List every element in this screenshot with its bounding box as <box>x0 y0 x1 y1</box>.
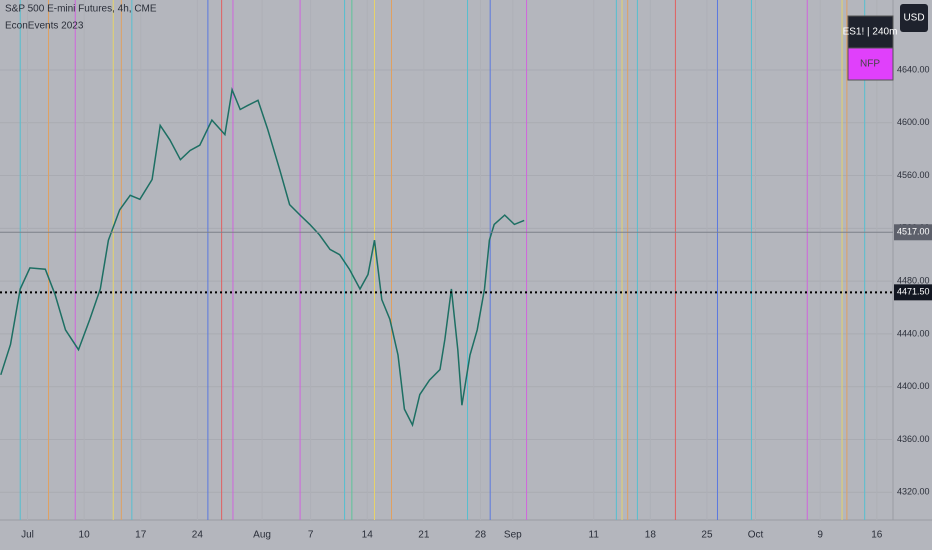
event-box <box>847 47 894 81</box>
x-tick-label: Jul <box>21 530 34 541</box>
crosshair-tag <box>894 284 932 301</box>
y-tick-label: 4600.00 <box>897 117 930 127</box>
price-line <box>0 86 525 428</box>
x-tick-label: 16 <box>871 530 883 541</box>
x-tick-label: 28 <box>475 530 487 541</box>
crosshair-label: 4471.50 <box>897 287 930 297</box>
x-tick-label: 21 <box>418 530 430 541</box>
y-tick-label: 4440.00 <box>897 328 930 338</box>
x-tick-label: Aug <box>253 530 271 541</box>
indicator-name: EconEvents 2023 <box>5 21 84 32</box>
x-tick-label: Oct <box>748 530 764 541</box>
x-tick-label: 7 <box>308 530 314 541</box>
x-tick-label: Sep <box>504 530 522 541</box>
x-tick-label: 10 <box>79 530 91 541</box>
x-tick-label: 24 <box>192 530 204 541</box>
event-label: NFP <box>860 59 880 70</box>
symbol-label: ES1! | 240m <box>843 27 898 38</box>
x-tick-label: 9 <box>817 530 823 541</box>
x-tick-label: 14 <box>362 530 374 541</box>
currency[interactable]: USD <box>903 13 924 24</box>
x-tick-label: 11 <box>589 530 600 541</box>
y-tick-label: 4360.00 <box>897 434 930 444</box>
last-price-label: 4517.00 <box>897 227 930 237</box>
symbol-box <box>847 15 894 49</box>
x-tick-label: 25 <box>701 530 713 541</box>
last-price-tag <box>894 224 932 241</box>
y-tick-label: 4400.00 <box>897 381 930 391</box>
x-tick-label: 17 <box>135 530 147 541</box>
currency-button[interactable] <box>900 4 928 32</box>
y-tick-label: 4480.00 <box>897 275 930 285</box>
chart-title: S&P 500 E-mini Futures, 4h, CME <box>5 4 157 15</box>
y-tick-label: 4560.00 <box>897 170 930 180</box>
plot <box>0 0 893 520</box>
y-tick-label: 4640.00 <box>897 64 930 74</box>
x-tick-label: 18 <box>645 530 657 541</box>
y-tick-label: 4320.00 <box>897 487 930 497</box>
